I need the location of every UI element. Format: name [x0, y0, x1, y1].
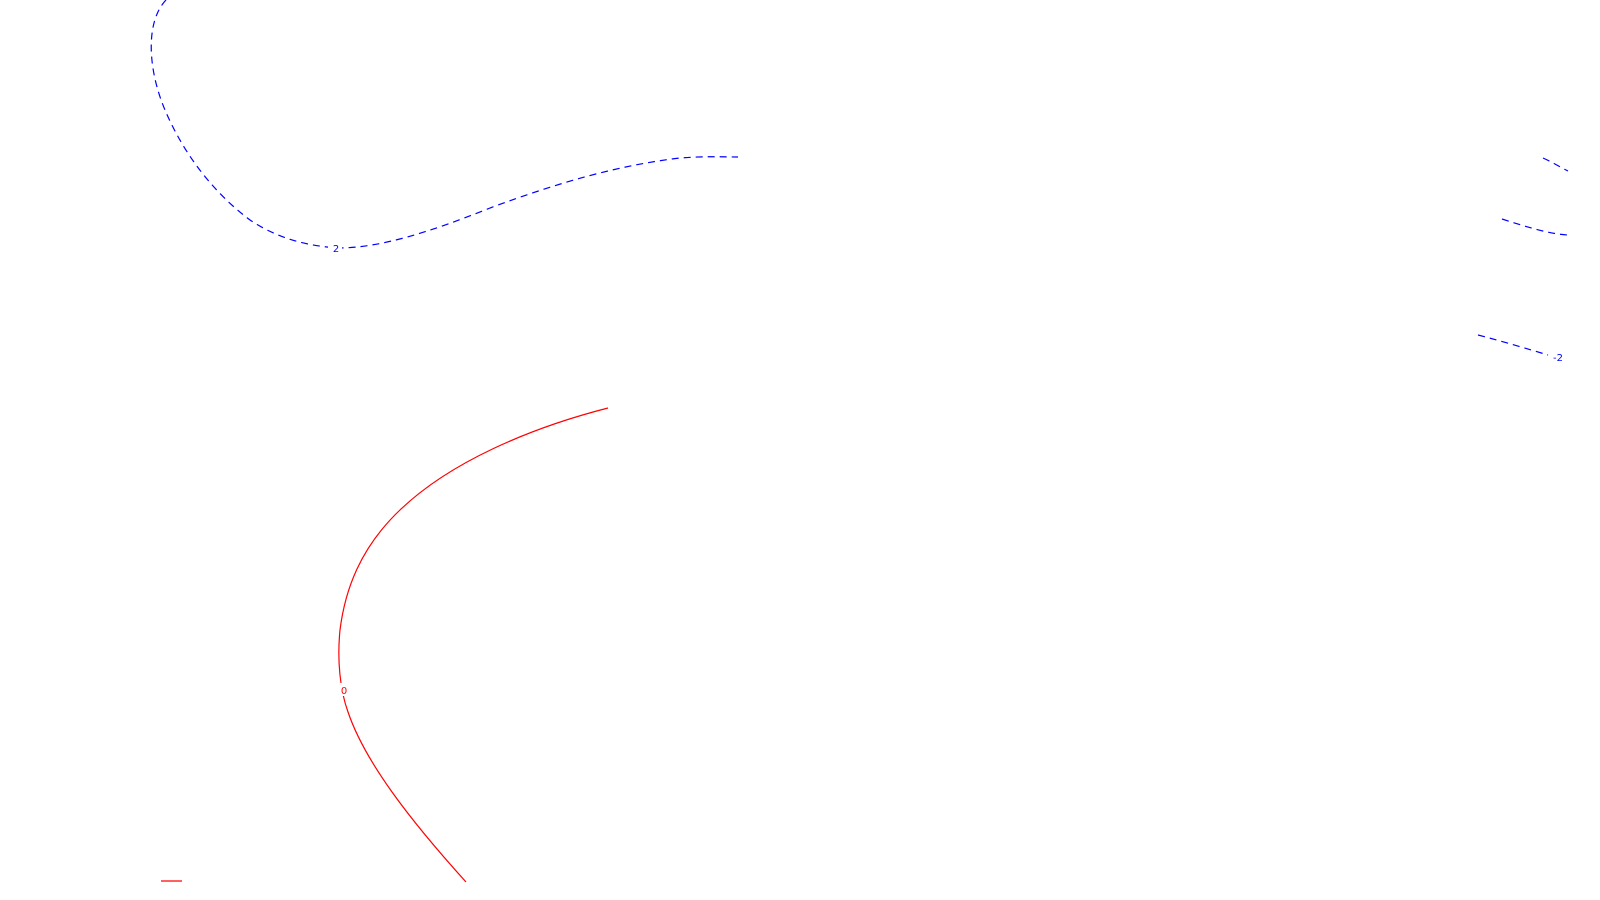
contour-label-neg2: -2: [1553, 353, 1563, 364]
contour-label-neg2-left-background: [328, 241, 342, 254]
contour-line-neg2-right-middle: [1501, 218, 1569, 236]
contour-level-negative-2: -2: [150, 0, 1569, 364]
contour-label-zero: 0: [341, 686, 347, 697]
contour-label-zero-background: [338, 683, 350, 696]
contour-line-neg2-right-lower: [1477, 334, 1549, 356]
contour-line-neg2-right-upper: [1542, 157, 1569, 172]
contour-line-zero: [338, 407, 609, 883]
contour-label-neg2-left: 2: [333, 244, 339, 255]
contour-level-zero: 0: [161, 407, 609, 883]
contour-line-neg2-left: [150, 0, 739, 249]
